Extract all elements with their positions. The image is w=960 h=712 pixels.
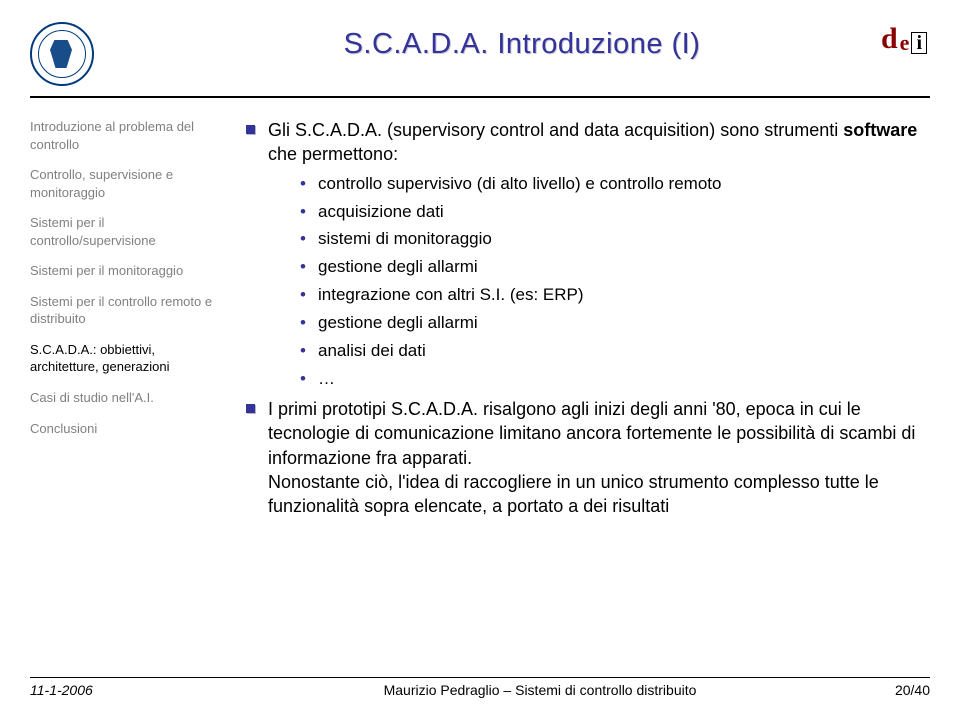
university-logo-icon bbox=[30, 22, 94, 86]
sidebar-item-label: Introduzione al problema del controllo bbox=[30, 119, 194, 152]
sidebar-item-label: Sistemi per il monitoraggio bbox=[30, 263, 183, 278]
sidebar-item-conclusioni[interactable]: Conclusioni bbox=[30, 420, 222, 438]
footer-divider bbox=[30, 677, 930, 678]
sidebar-item-label: S.C.A.D.A.: obbiettivi, architetture, ge… bbox=[30, 342, 169, 375]
sub-item: … bbox=[268, 368, 930, 391]
footer-author: Maurizio Pedraglio – Sistemi di controll… bbox=[230, 682, 850, 698]
sidebar-item-casi[interactable]: Casi di studio nell'A.I. bbox=[30, 389, 222, 407]
sidebar-item-sistemi-monitoraggio[interactable]: Sistemi per il monitoraggio bbox=[30, 262, 222, 280]
content-list: Gli S.C.A.D.A. (supervisory control and … bbox=[240, 118, 930, 519]
slide-title: S.C.A.D.A. Introduzione (I) bbox=[114, 22, 930, 61]
body-row: Introduzione al problema del controllo C… bbox=[30, 118, 930, 525]
sidebar-item-controllo[interactable]: Controllo, supervisione e monitoraggio bbox=[30, 166, 222, 201]
title-row: S.C.A.D.A. Introduzione (I) d e i bbox=[30, 22, 930, 92]
footer-row: 11-1-2006 Maurizio Pedraglio – Sistemi d… bbox=[30, 682, 930, 698]
sidebar-item-label: Sistemi per il controllo remoto e distri… bbox=[30, 294, 212, 327]
main-content: Gli S.C.A.D.A. (supervisory control and … bbox=[240, 118, 930, 525]
sub-item: integrazione con altri S.I. (es: ERP) bbox=[268, 284, 930, 307]
footer: 11-1-2006 Maurizio Pedraglio – Sistemi d… bbox=[30, 677, 930, 698]
sidebar-item-label: Controllo, supervisione e monitoraggio bbox=[30, 167, 173, 200]
slide: S.C.A.D.A. Introduzione (I) d e i Introd… bbox=[0, 0, 960, 712]
para3-text: Nonostante ciò, l'idea di raccogliere in… bbox=[268, 472, 879, 516]
content-lead: Gli S.C.A.D.A. (supervisory control and … bbox=[240, 118, 930, 391]
sidebar-item-sistemi-remoto[interactable]: Sistemi per il controllo remoto e distri… bbox=[30, 293, 222, 328]
title-divider bbox=[30, 96, 930, 98]
sidebar-item-scada[interactable]: S.C.A.D.A.: obbiettivi, architetture, ge… bbox=[30, 341, 222, 376]
para2-text: I primi prototipi S.C.A.D.A. risalgono a… bbox=[268, 399, 915, 468]
sub-item: acquisizione dati bbox=[268, 201, 930, 224]
lead-post: che permettono: bbox=[268, 144, 398, 164]
footer-page: 20/40 bbox=[850, 682, 930, 698]
sidebar-item-intro[interactable]: Introduzione al problema del controllo bbox=[30, 118, 222, 153]
sidebar-item-label: Conclusioni bbox=[30, 421, 97, 436]
dei-logo-icon: d e i bbox=[880, 24, 928, 54]
sub-item: sistemi di monitoraggio bbox=[268, 228, 930, 251]
content-para: I primi prototipi S.C.A.D.A. risalgono a… bbox=[240, 397, 930, 518]
sub-item: analisi dei dati bbox=[268, 340, 930, 363]
sidebar-item-label: Sistemi per il controllo/supervisione bbox=[30, 215, 156, 248]
footer-date: 11-1-2006 bbox=[30, 682, 230, 698]
sidebar-nav: Introduzione al problema del controllo C… bbox=[30, 118, 222, 525]
content-sublist: controllo supervisivo (di alto livello) … bbox=[268, 173, 930, 392]
dei-logo-d: d bbox=[881, 24, 898, 54]
lead-pre: Gli S.C.A.D.A. (supervisory control and … bbox=[268, 120, 843, 140]
dei-logo-i: i bbox=[911, 32, 927, 54]
sub-item: gestione degli allarmi bbox=[268, 312, 930, 335]
dei-logo-e: e bbox=[900, 32, 910, 54]
sub-item: gestione degli allarmi bbox=[268, 256, 930, 279]
sidebar-item-label: Casi di studio nell'A.I. bbox=[30, 390, 154, 405]
sidebar-item-sistemi-supervisione[interactable]: Sistemi per il controllo/supervisione bbox=[30, 214, 222, 249]
lead-bold: software bbox=[843, 120, 917, 140]
sub-item: controllo supervisivo (di alto livello) … bbox=[268, 173, 930, 196]
